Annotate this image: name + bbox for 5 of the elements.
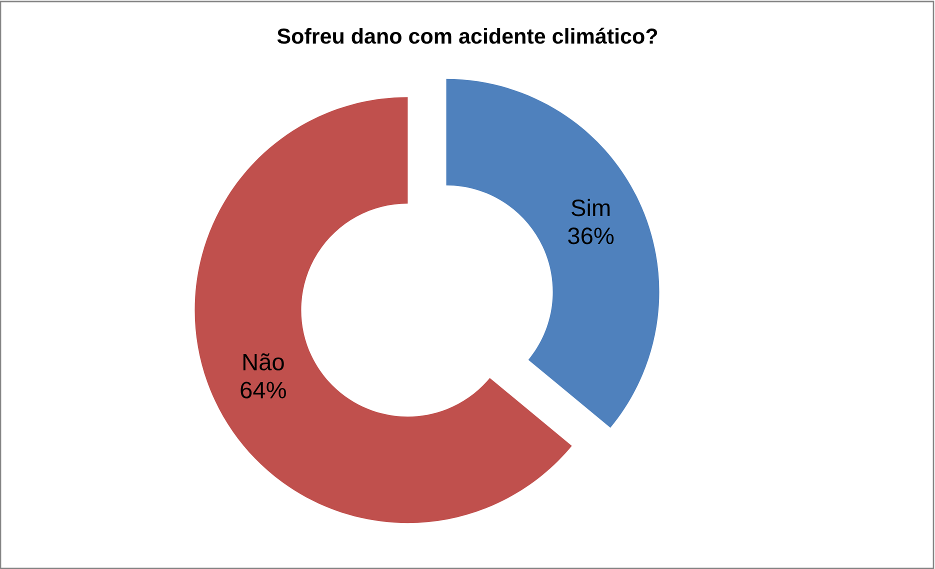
chart-title: Sofreu dano com acidente climático? [277,28,658,44]
slice-label: Não [243,353,284,370]
data-label: 64% [240,382,286,398]
slice-label: Sim [572,198,610,216]
data-label: 36% [568,228,614,244]
